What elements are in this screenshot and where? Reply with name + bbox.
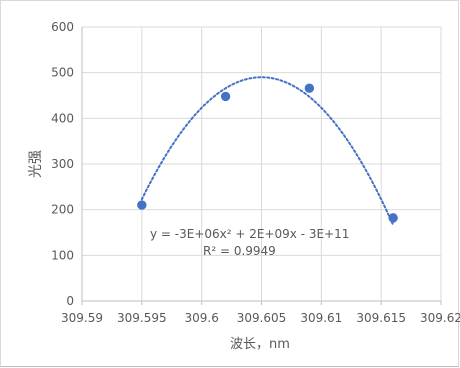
trendline-equation: y = -3E+06x² + 2E+09x - 3E+11: [150, 227, 349, 241]
data-point: [388, 213, 398, 223]
trendline-curve: [140, 76, 395, 226]
labels: y = -3E+06x² + 2E+09x - 3E+11 R² = 0.994…: [28, 150, 349, 352]
x-tick-label: 309.61: [300, 311, 342, 325]
x-tick-label: 309.615: [356, 311, 406, 325]
x-axis-title: 波长，nm: [230, 337, 290, 352]
data-points: [137, 83, 398, 223]
data-point: [304, 83, 315, 93]
y-tick-label: 100: [51, 248, 74, 262]
y-tick-label: 200: [51, 203, 74, 217]
y-axis-title: 光强: [28, 150, 44, 178]
x-tick-label: 309.6: [184, 311, 218, 325]
y-tick-label: 0: [66, 294, 74, 308]
x-tick-label: 309.595: [117, 311, 167, 325]
data-point: [220, 91, 231, 102]
y-tick-label: 600: [51, 20, 74, 34]
data-point: [137, 200, 147, 210]
trendline: [140, 76, 395, 226]
y-tick-label: 300: [51, 157, 74, 171]
x-tick-label: 309.605: [237, 311, 287, 325]
y-tick-label: 400: [51, 111, 74, 125]
x-tick-label: 309.62: [420, 311, 460, 325]
y-tick-label: 500: [51, 66, 74, 80]
gridlines: [81, 26, 442, 302]
axes: 0 100 200 300 400 500 600 309.59 309.595 309.6 309…: [51, 20, 460, 325]
x-tick-label: 309.59: [61, 311, 103, 325]
trendline-r2: R² = 0.9949: [203, 244, 276, 258]
